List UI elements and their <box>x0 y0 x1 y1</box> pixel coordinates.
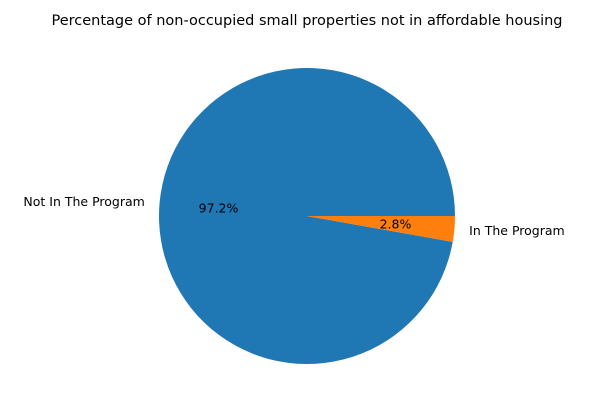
pie-slice-0 <box>159 68 455 365</box>
slice-pct-label-1: 2.8% <box>380 216 412 231</box>
pie-slices <box>159 68 455 365</box>
slice-pct-label-0: 97.2% <box>199 201 239 216</box>
slice-label-1: In The Program <box>469 223 565 238</box>
chart-title: Percentage of non-occupied small propert… <box>51 13 562 29</box>
pie-slice-1 <box>307 216 455 242</box>
pie-labels: Not In The Program 97.2% In The Program 2.8… <box>23 194 564 238</box>
slice-label-0: Not In The Program <box>23 194 144 209</box>
